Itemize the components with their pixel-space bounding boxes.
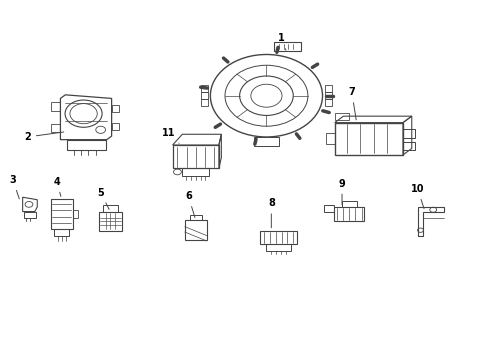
Text: 6: 6 [184, 191, 195, 217]
Bar [200, 99, 207, 107]
Bar [111, 105, 119, 112]
Text: 11: 11 [162, 129, 179, 143]
Text: 3: 3 [9, 175, 19, 199]
Bar [184, 220, 206, 240]
Text: 1: 1 [277, 33, 285, 50]
Bar [402, 129, 414, 138]
Bar [172, 145, 219, 168]
Bar [66, 140, 105, 150]
Bar [325, 134, 334, 144]
Bar [325, 92, 331, 99]
Bar [334, 113, 348, 120]
Bar [325, 99, 331, 107]
Bar [51, 124, 61, 132]
Bar [23, 212, 36, 218]
Bar [182, 168, 209, 176]
Bar [341, 201, 356, 207]
Bar [200, 92, 207, 99]
Bar [111, 123, 119, 130]
Bar [266, 244, 290, 251]
Bar [402, 141, 414, 150]
Text: 9: 9 [338, 179, 345, 204]
Bar [189, 215, 201, 220]
Bar [333, 207, 364, 221]
Text: 4: 4 [53, 177, 61, 196]
Bar [334, 123, 402, 155]
Bar [99, 212, 122, 230]
Bar [200, 85, 207, 92]
Text: 2: 2 [24, 132, 63, 142]
Text: 5: 5 [97, 188, 109, 210]
Bar [51, 199, 73, 229]
Bar [103, 206, 118, 212]
Bar [51, 102, 61, 111]
Text: 10: 10 [410, 184, 424, 208]
Text: 7: 7 [347, 87, 355, 120]
Bar [273, 42, 300, 51]
Bar [254, 137, 278, 146]
Bar [54, 229, 69, 237]
Text: 8: 8 [267, 198, 274, 228]
Bar [73, 211, 78, 218]
Bar [325, 85, 331, 92]
Bar [260, 230, 296, 244]
